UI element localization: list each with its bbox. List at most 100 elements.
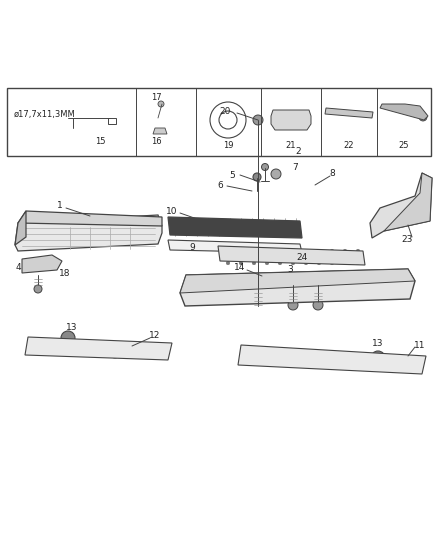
Circle shape — [360, 285, 367, 292]
Circle shape — [226, 261, 230, 265]
Circle shape — [33, 259, 43, 269]
Text: 21: 21 — [286, 141, 296, 150]
Bar — [230, 289, 260, 295]
Bar — [83, 349, 97, 354]
Text: 13: 13 — [372, 340, 384, 349]
Circle shape — [239, 261, 243, 265]
Circle shape — [307, 354, 313, 360]
Circle shape — [261, 164, 268, 171]
Circle shape — [239, 249, 243, 253]
Text: 20: 20 — [219, 107, 231, 116]
Circle shape — [61, 331, 75, 345]
Circle shape — [252, 255, 256, 259]
Circle shape — [278, 249, 282, 253]
Text: 14: 14 — [234, 263, 246, 272]
Polygon shape — [271, 110, 311, 130]
Polygon shape — [18, 211, 162, 226]
Circle shape — [313, 300, 323, 310]
Circle shape — [265, 249, 269, 253]
Circle shape — [335, 354, 345, 364]
Text: 25: 25 — [399, 141, 409, 150]
Polygon shape — [168, 240, 302, 253]
Polygon shape — [168, 217, 302, 238]
Text: 15: 15 — [95, 138, 105, 147]
Circle shape — [304, 249, 308, 253]
Circle shape — [110, 348, 120, 358]
Circle shape — [257, 285, 264, 292]
Circle shape — [356, 261, 360, 265]
Text: 18: 18 — [59, 269, 71, 278]
Circle shape — [308, 285, 315, 292]
Text: 24: 24 — [297, 254, 307, 262]
Circle shape — [291, 261, 295, 265]
Circle shape — [288, 300, 298, 310]
Circle shape — [253, 173, 261, 181]
Text: 12: 12 — [149, 332, 161, 341]
Circle shape — [317, 249, 321, 253]
Bar — [108, 118, 116, 124]
Polygon shape — [153, 128, 167, 134]
Circle shape — [230, 285, 237, 292]
Circle shape — [57, 345, 67, 355]
Circle shape — [226, 255, 230, 259]
Polygon shape — [15, 211, 26, 245]
Circle shape — [336, 278, 340, 282]
Polygon shape — [384, 173, 432, 231]
Polygon shape — [15, 215, 162, 251]
Circle shape — [330, 255, 334, 259]
Bar — [310, 289, 340, 295]
Circle shape — [34, 285, 42, 293]
Circle shape — [419, 113, 427, 121]
Circle shape — [206, 278, 210, 282]
Circle shape — [239, 255, 243, 259]
Polygon shape — [22, 255, 62, 273]
Circle shape — [291, 255, 295, 259]
Polygon shape — [180, 269, 415, 306]
Text: 3: 3 — [287, 264, 293, 273]
Polygon shape — [25, 337, 172, 360]
Bar — [7, 88, 431, 156]
Circle shape — [284, 278, 288, 282]
Circle shape — [356, 249, 360, 253]
Text: 2: 2 — [295, 147, 301, 156]
Circle shape — [291, 249, 295, 253]
Polygon shape — [238, 345, 426, 374]
Circle shape — [343, 255, 347, 259]
Circle shape — [158, 101, 164, 107]
Circle shape — [380, 358, 390, 368]
Text: 7: 7 — [292, 163, 298, 172]
Circle shape — [335, 285, 342, 292]
Circle shape — [356, 255, 360, 259]
Text: 16: 16 — [151, 138, 161, 147]
Circle shape — [253, 115, 263, 125]
Circle shape — [283, 285, 290, 292]
Text: 13: 13 — [66, 324, 78, 333]
Text: 5: 5 — [229, 171, 235, 180]
Circle shape — [317, 261, 321, 265]
Circle shape — [265, 255, 269, 259]
Circle shape — [304, 261, 308, 265]
Text: 19: 19 — [223, 141, 233, 150]
Circle shape — [278, 255, 282, 259]
Text: 11: 11 — [414, 341, 426, 350]
Circle shape — [386, 285, 393, 292]
Circle shape — [205, 285, 212, 292]
Circle shape — [417, 198, 427, 208]
Text: 17: 17 — [151, 93, 161, 102]
Text: ø17,7x11,3MM: ø17,7x11,3MM — [14, 109, 76, 118]
Circle shape — [252, 261, 256, 265]
Text: 6: 6 — [217, 182, 223, 190]
Circle shape — [258, 278, 262, 282]
Text: 8: 8 — [329, 168, 335, 177]
Circle shape — [226, 249, 230, 253]
Text: 23: 23 — [401, 236, 413, 245]
Polygon shape — [180, 269, 415, 293]
Circle shape — [371, 351, 385, 365]
Text: 9: 9 — [189, 243, 195, 252]
Text: 4: 4 — [15, 263, 21, 272]
Polygon shape — [325, 108, 373, 118]
Circle shape — [280, 350, 290, 360]
Circle shape — [388, 278, 392, 282]
Polygon shape — [380, 104, 428, 120]
Circle shape — [232, 278, 236, 282]
